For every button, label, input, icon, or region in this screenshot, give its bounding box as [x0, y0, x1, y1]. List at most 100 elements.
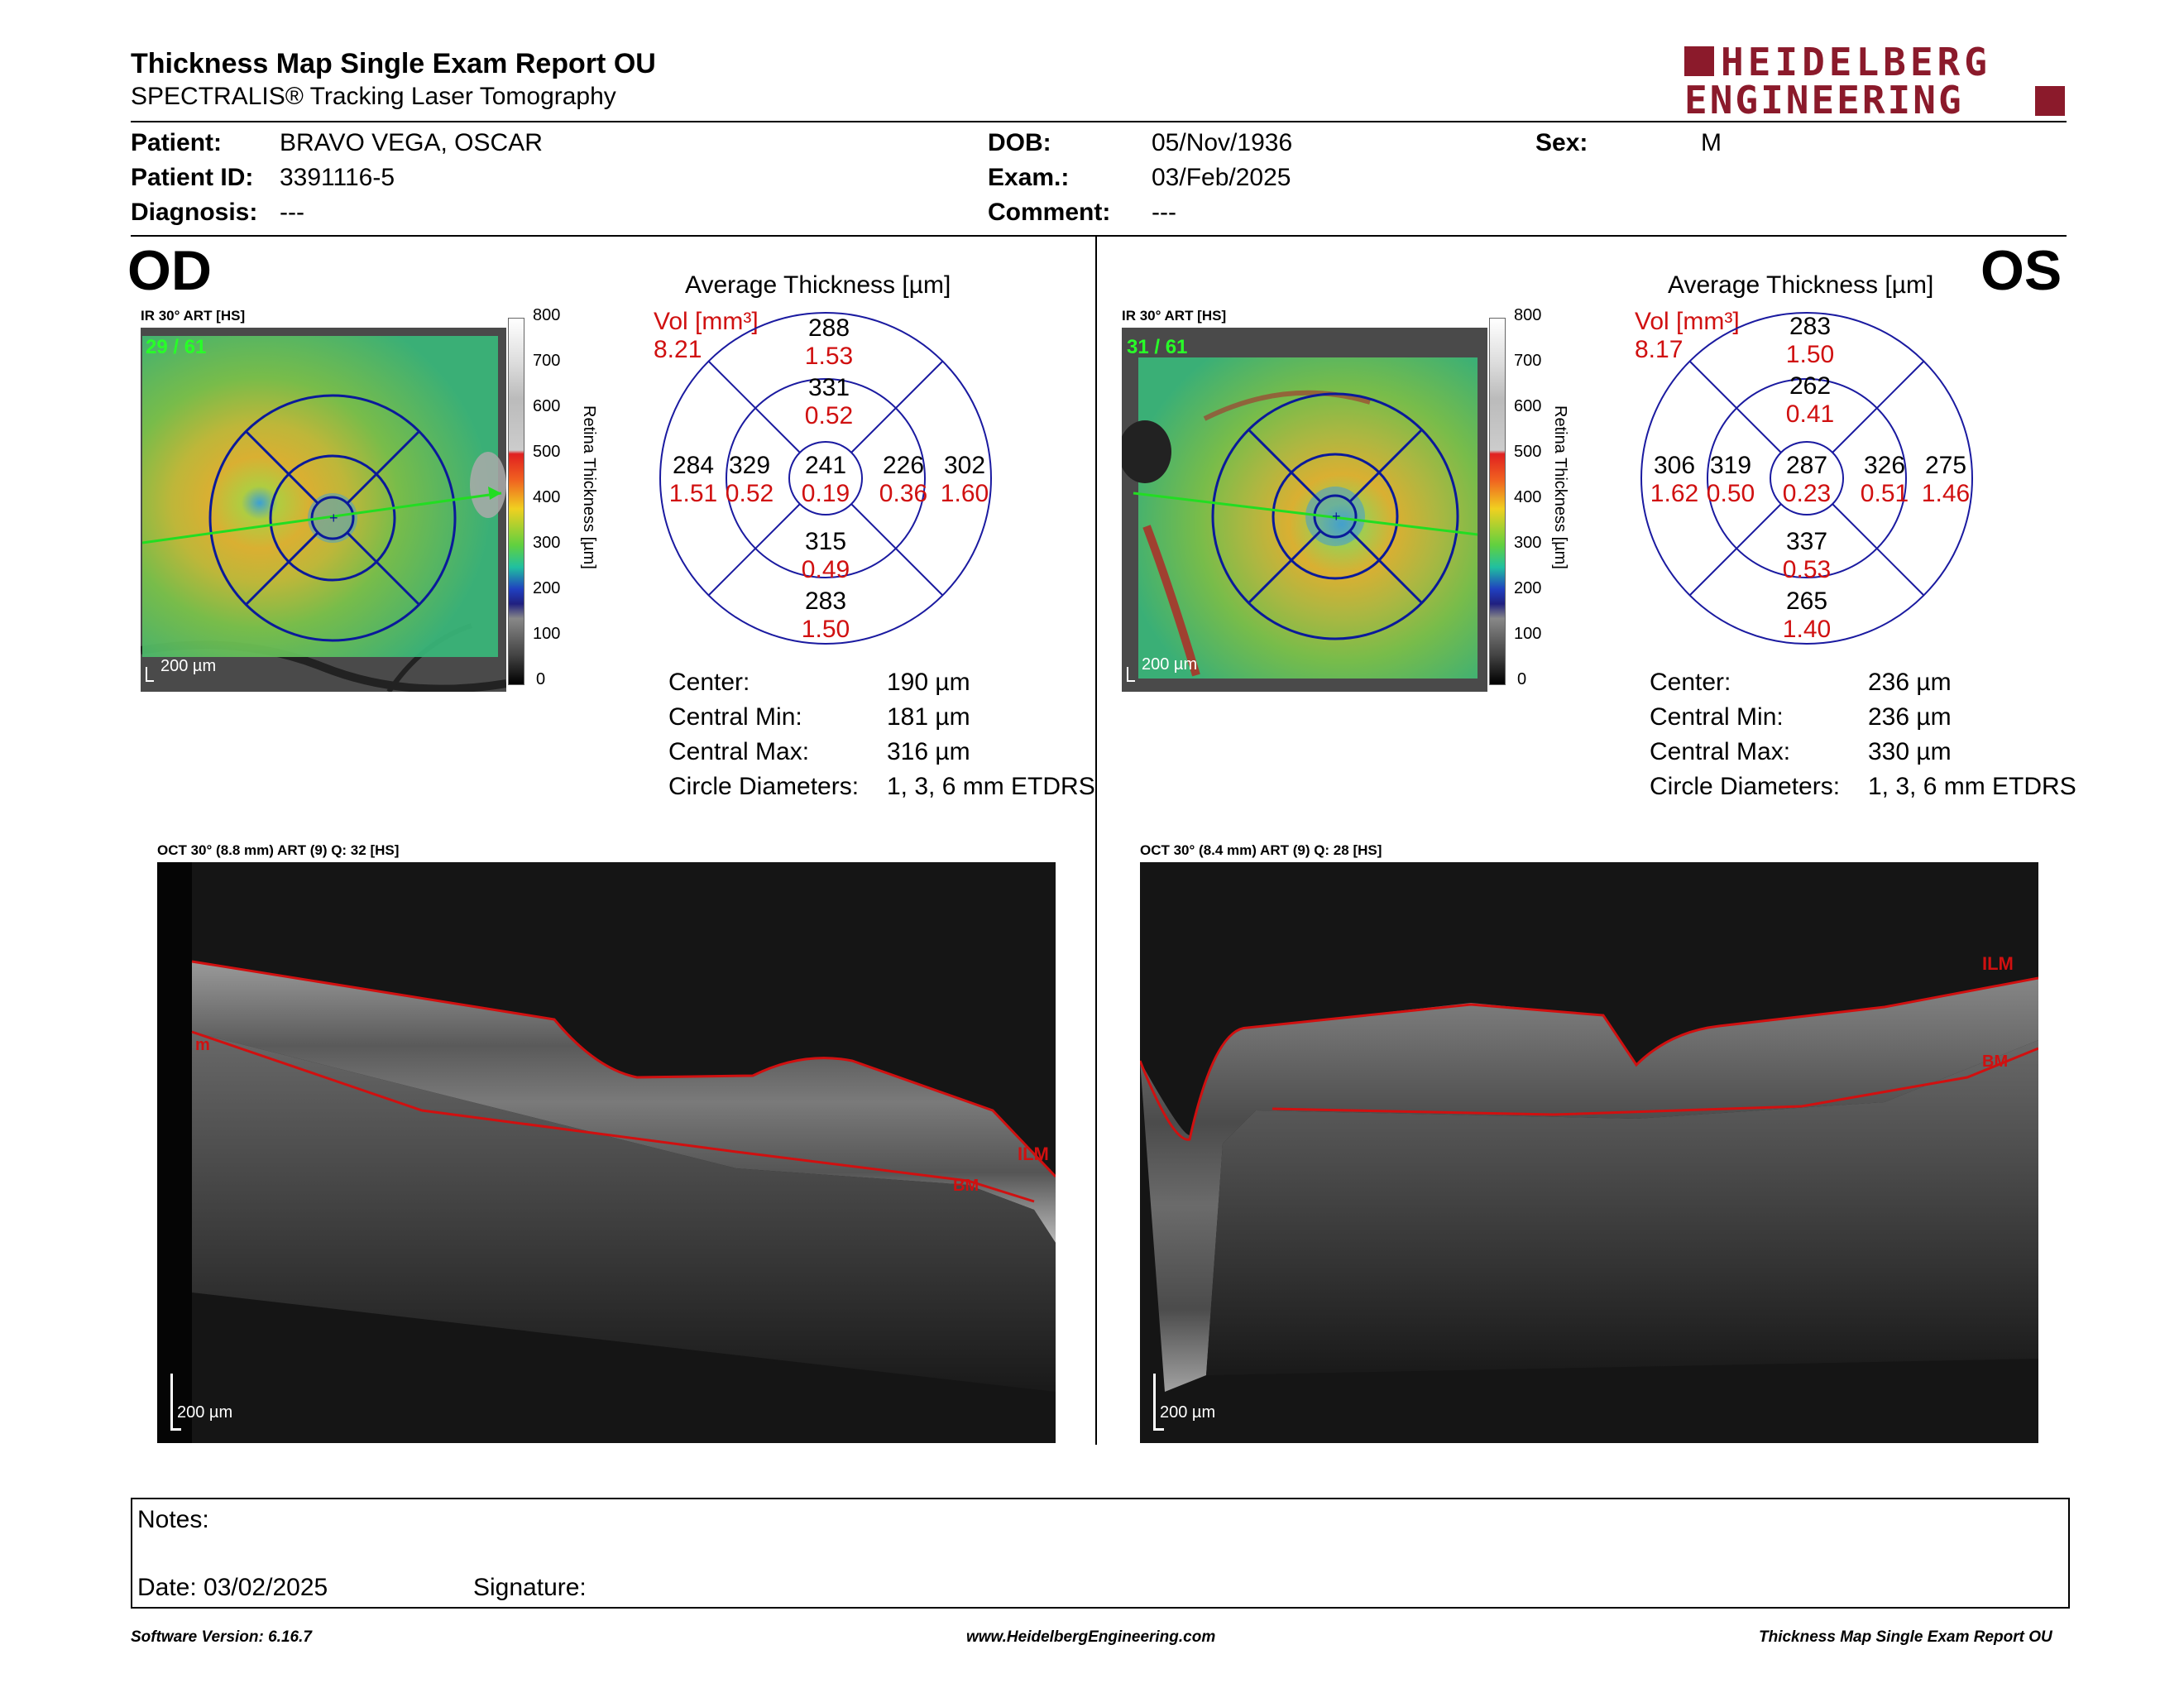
os-oct-scale-bar [1153, 1374, 1164, 1431]
od-colorbar-label: Retina Thickness [µm] [580, 405, 598, 569]
patient-name: BRAVO VEGA, OSCAR [280, 129, 543, 156]
os-center-thk: 287 [1785, 452, 1828, 479]
os-stat-value: 330 µm [1868, 738, 1952, 765]
od-oct-svg [157, 862, 1056, 1443]
os-stat-label: Center: [1650, 669, 1731, 696]
od-inner-bottom-thk: 315 [804, 528, 847, 555]
od-stat-value: 1, 3, 6 mm ETDRS [887, 773, 1095, 800]
logo-line1: HEIDELBERG [1721, 40, 1991, 84]
os-tick-200: 200 [1514, 579, 1542, 597]
od-stats: Center: 190 µm Central Min: 181 µm Central… [668, 669, 1115, 808]
od-ilm-label: ILM [1018, 1144, 1049, 1164]
os-inner-right-vol: 0.51 [1860, 480, 1909, 507]
os-outer-top-thk: 283 [1789, 313, 1832, 340]
comment: --- [1152, 199, 1176, 226]
os-tick-700: 700 [1514, 352, 1542, 370]
od-inner-top-vol: 0.52 [804, 402, 854, 429]
od-scan-line [141, 492, 502, 544]
os-eye-label: OS [1980, 239, 2062, 302]
notes-box[interactable]: Notes: Date: 03/02/2025 Signature: [131, 1498, 2070, 1609]
sex: M [1701, 129, 1722, 156]
os-stat-label: Central Min: [1650, 703, 1784, 731]
os-ilm-label: ILM [1982, 953, 2014, 974]
os-fundus-svg: + [1122, 328, 1487, 692]
os-thickness-map: + 31 / 61 200 µm [1122, 328, 1487, 692]
od-outer-right-vol: 1.60 [940, 480, 989, 507]
patient-label: Patient: [131, 129, 223, 156]
os-outer-left-vol: 1.62 [1650, 480, 1699, 507]
os-stat-label: Circle Diameters: [1650, 773, 1841, 800]
os-tick-600: 600 [1514, 397, 1542, 415]
od-colorbar-ticks: 800 700 600 500 400 300 200 100 0 [533, 306, 566, 695]
od-oct-label: OCT 30° (8.8 mm) ART (9) Q: 32 [HS] [157, 842, 400, 858]
od-stat-label: Circle Diameters: [668, 773, 860, 800]
od-ir-label: IR 30° ART [HS] [141, 308, 246, 324]
os-tick-100: 100 [1514, 625, 1542, 643]
os-bm-line [1272, 1047, 2038, 1116]
od-outer-bottom-vol: 1.50 [801, 616, 850, 643]
os-inner-top-vol: 0.41 [1785, 400, 1835, 428]
od-tick-0: 0 [536, 670, 546, 688]
os-scan-line [1133, 492, 1478, 536]
os-outer-left-thk: 306 [1653, 452, 1696, 479]
os-inner-top-thk: 262 [1789, 372, 1832, 400]
od-fundus-svg: + [141, 328, 506, 692]
os-colorbar-ticks: 800 700 600 500 400 300 200 100 0 [1514, 306, 1547, 695]
os-center-vol: 0.23 [1782, 480, 1832, 507]
os-inner-bottom-vol: 0.53 [1782, 556, 1832, 583]
sex-label: Sex: [1535, 129, 1588, 156]
report-title: Thickness Map Single Exam Report OU [131, 48, 656, 79]
os-outer-bottom-vol: 1.40 [1782, 616, 1832, 643]
os-oct-scale-label: 200 µm [1160, 1403, 1216, 1422]
od-bm-label: BM [953, 1177, 979, 1195]
od-vol-label: Vol [mm³] [654, 308, 759, 335]
od-ilm-edge-label: m [195, 1036, 210, 1054]
os-etdrs-grid [1211, 392, 1459, 640]
os-oct-svg [1140, 862, 2038, 1443]
od-inner-right-thk: 226 [882, 452, 925, 479]
od-tick-600: 600 [533, 397, 561, 415]
od-outer-top-thk: 288 [807, 314, 850, 342]
svg-text:+: + [329, 510, 338, 526]
od-etdrs-chart [659, 312, 992, 645]
os-stats: Center: 236 µm Central Min: 236 µm Central… [1650, 669, 2096, 808]
logo-square-bottom [2035, 86, 2065, 116]
od-etdrs-grid [208, 394, 457, 642]
svg-text:+: + [1332, 508, 1341, 525]
os-bm-label: BM [1982, 1053, 2009, 1071]
od-oct-scan: m ILM BM 200 µm [157, 862, 1056, 1443]
od-tick-800: 800 [533, 306, 561, 324]
os-vol-label: Vol [mm³] [1635, 308, 1740, 335]
os-outer-top-vol: 1.50 [1785, 341, 1835, 368]
os-stat-label: Central Max: [1650, 738, 1791, 765]
software-version: Software Version: 6.16.7 [131, 1628, 312, 1646]
od-colorbar [508, 318, 524, 685]
od-scale-label: 200 µm [160, 657, 217, 675]
od-inner-left-vol: 0.52 [725, 480, 774, 507]
od-ilm-line [191, 960, 1056, 1178]
os-tick-800: 800 [1514, 306, 1542, 324]
exam-label: Exam.: [988, 164, 1070, 191]
od-stat-label: Central Min: [668, 703, 802, 731]
logo-line2: ENGINEERING [1684, 78, 1964, 122]
od-center-thk: 241 [804, 452, 847, 479]
od-inner-left-thk: 329 [728, 452, 771, 479]
comment-label: Comment: [988, 199, 1111, 226]
os-frame-counter: 31 / 61 [1127, 336, 1188, 358]
od-vol-total: 8.21 [654, 336, 702, 363]
heidelberg-logo: HEIDELBERG ENGINEERING [1684, 40, 2065, 122]
diagnosis-label: Diagnosis: [131, 199, 258, 226]
od-tick-700: 700 [533, 352, 561, 370]
os-inner-left-thk: 319 [1709, 452, 1752, 479]
od-tick-400: 400 [533, 488, 561, 506]
od-bm-line [191, 1030, 1035, 1203]
os-inner-right-thk: 326 [1863, 452, 1906, 479]
signature-label: Signature: [473, 1574, 587, 1601]
os-stat-value: 1, 3, 6 mm ETDRS [1868, 773, 2076, 800]
od-scale-bar [146, 667, 154, 682]
od-inner-bottom-vol: 0.49 [801, 556, 850, 583]
os-stat-value: 236 µm [1868, 703, 1952, 731]
os-colorbar-label: Retina Thickness [µm] [1551, 405, 1569, 569]
website-link[interactable]: www.HeidelbergEngineering.com [966, 1628, 1216, 1646]
date-label: Date: 03/02/2025 [137, 1574, 328, 1601]
